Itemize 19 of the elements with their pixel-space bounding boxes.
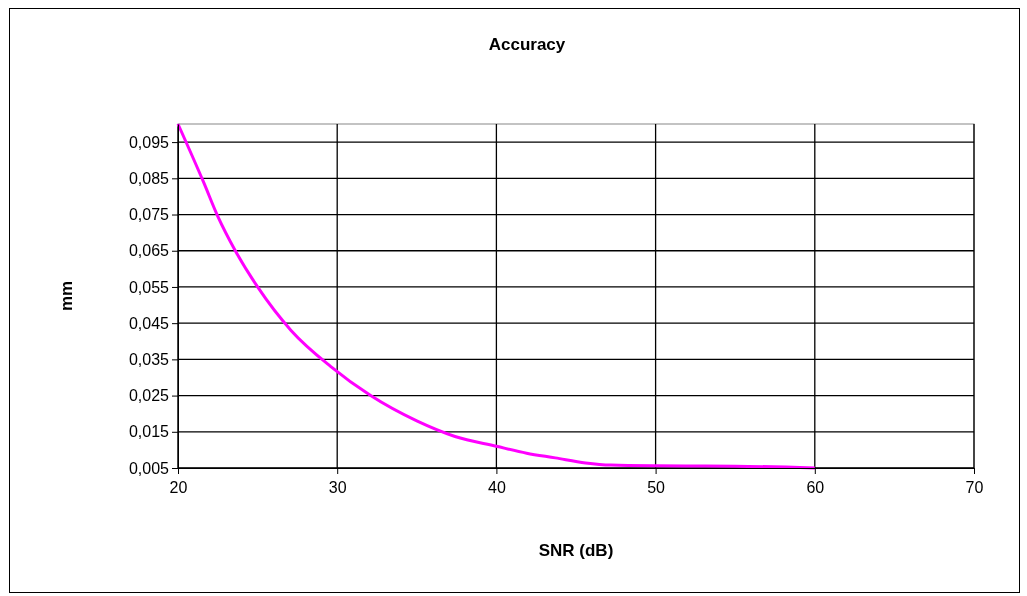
y-tick-label: 0,055 (128, 278, 170, 296)
x-tick-label: 40 (488, 479, 506, 496)
y-tick-label: 0,065 (128, 242, 170, 260)
x-tick-label: 70 (965, 479, 984, 496)
y-tick-label: 0,005 (128, 459, 170, 477)
x-tick-label: 50 (647, 479, 666, 496)
x-tick-label: 20 (169, 479, 188, 496)
y-tick-label: 0,095 (128, 133, 170, 151)
x-axis-title: SNR (dB) (538, 541, 614, 560)
y-tick-label: 0,035 (128, 350, 170, 368)
y-tick-label: 0,045 (128, 314, 170, 332)
chart-title: Accuracy (488, 35, 566, 54)
y-tick-label: 0,075 (128, 206, 170, 224)
x-tick-label: 30 (328, 479, 347, 496)
y-tick-label: 0,025 (128, 387, 170, 405)
y-axis-title: mm (57, 280, 76, 312)
y-tick-label: 0,085 (128, 169, 170, 187)
x-tick-label: 60 (806, 479, 825, 496)
y-tick-label: 0,015 (128, 423, 170, 441)
